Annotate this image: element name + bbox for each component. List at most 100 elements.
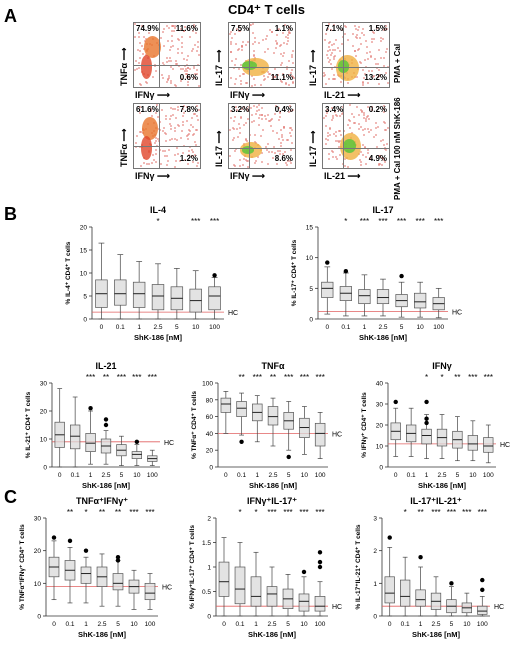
event-dot (167, 159, 170, 162)
event-dot (276, 28, 279, 31)
event-dot (237, 29, 240, 32)
event-dot (254, 112, 257, 115)
outlier-point (387, 535, 392, 540)
x-tick-label: 5 (450, 621, 454, 628)
event-dot (281, 61, 284, 64)
event-dot (247, 118, 250, 121)
event-dot (348, 104, 351, 107)
quadrant-percentage: 4.9% (368, 154, 387, 163)
event-dot (366, 106, 369, 109)
event-dot (231, 59, 234, 62)
event-dot (250, 84, 253, 87)
event-dot (276, 34, 279, 37)
event-dot (267, 162, 270, 165)
x-tick-label: 1 (425, 472, 429, 479)
event-dot (363, 145, 366, 148)
event-dot (180, 137, 183, 140)
event-dot (255, 109, 258, 112)
event-dot (288, 131, 291, 134)
event-dot (275, 40, 277, 43)
event-dot (367, 127, 370, 130)
event-dot (164, 132, 167, 135)
event-dot (374, 63, 377, 66)
event-dot (362, 68, 365, 71)
event-dot (181, 46, 184, 49)
event-dot (331, 150, 334, 153)
event-dot (280, 134, 283, 137)
event-dot (344, 26, 347, 29)
event-dot (170, 79, 173, 82)
event-dot (168, 149, 171, 152)
event-dot (161, 149, 164, 152)
outlier-point (103, 422, 109, 428)
outlier-point (325, 260, 330, 265)
significance-marker: ** (99, 508, 105, 517)
x-axis-label: ShK-186 [nM] (134, 333, 182, 342)
x-tick-label: 10 (469, 472, 477, 479)
event-dot (341, 36, 344, 39)
event-dot (330, 119, 333, 122)
event-dot (194, 43, 197, 46)
event-dot (383, 110, 386, 113)
event-dot (245, 138, 248, 141)
event-dot (155, 153, 158, 156)
event-dot (175, 60, 178, 62)
event-dot (334, 55, 337, 58)
event-dot (325, 142, 328, 145)
significance-marker: *** (478, 508, 487, 517)
event-dot (359, 37, 362, 40)
event-dot (250, 74, 253, 77)
event-dot (283, 125, 286, 128)
event-dot (380, 37, 383, 40)
event-dot (277, 73, 280, 76)
event-dot (137, 32, 140, 35)
event-dot (135, 134, 138, 137)
x-tick-label: 100 (315, 621, 326, 628)
event-dot (281, 32, 284, 35)
event-dot (363, 111, 366, 114)
outlier-point (212, 273, 217, 278)
event-dot (157, 115, 160, 118)
event-dot (245, 121, 248, 124)
x-tick-label: 5 (116, 621, 120, 628)
event-dot (355, 36, 358, 39)
quadrant-percentage: 3.2% (231, 105, 250, 114)
event-dot (287, 39, 290, 42)
event-dot (159, 128, 162, 131)
outlier-point (393, 399, 398, 405)
event-dot (194, 32, 197, 35)
event-dot (170, 115, 173, 118)
event-dot (347, 119, 350, 122)
box (208, 286, 221, 311)
outlier-point (424, 420, 429, 426)
event-dot (175, 146, 178, 149)
event-dot (354, 49, 357, 52)
event-dot (280, 144, 283, 147)
event-dot (230, 109, 233, 112)
event-dot (179, 27, 182, 30)
event-dot (273, 146, 276, 149)
event-dot (378, 162, 381, 165)
y-tick-label: 0 (309, 317, 313, 324)
gate-line (229, 147, 295, 149)
event-dot (170, 125, 173, 128)
event-dot (236, 109, 239, 112)
event-dot (272, 157, 275, 160)
event-dot (344, 164, 347, 167)
event-dot (382, 144, 385, 147)
box (314, 422, 326, 447)
event-dot (240, 82, 243, 85)
event-dot (373, 37, 376, 40)
outlier-point (399, 273, 404, 279)
event-dot (359, 42, 362, 45)
panel-a-title: CD4⁺ T cells (228, 2, 305, 17)
event-dot (182, 120, 185, 123)
event-dot (234, 149, 237, 152)
event-dot (182, 57, 185, 60)
event-dot (134, 23, 136, 25)
event-dot (331, 106, 334, 109)
x-tick-label: 10 (301, 472, 309, 479)
event-dot (274, 104, 277, 107)
event-dot (180, 35, 183, 38)
event-dot (291, 50, 294, 53)
